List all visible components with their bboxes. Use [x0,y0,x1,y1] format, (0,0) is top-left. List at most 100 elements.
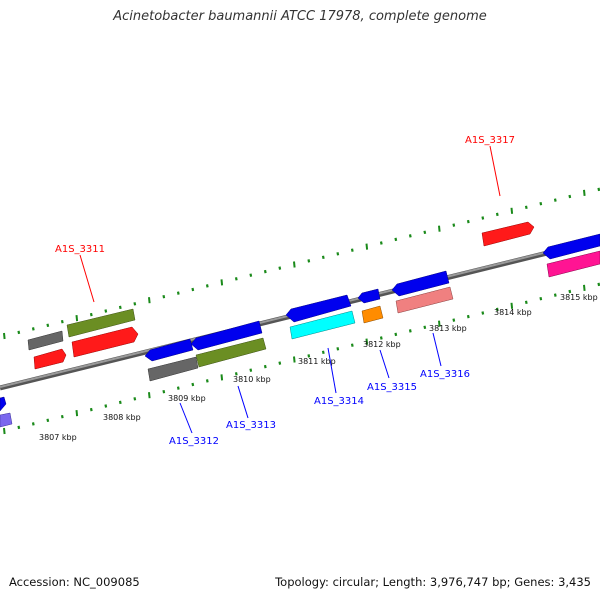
gene-block-blue-a1s-3316[interactable] [391,270,450,297]
inner-ruler-tick [466,314,470,319]
outer-ruler-tick [379,241,383,245]
gene-block-cyan-a1s-3314[interactable] [289,310,356,340]
inner-ruler-tick [205,379,209,383]
outer-ruler-tick [510,207,514,214]
gene-block-olive-a1s-3313[interactable] [195,337,267,368]
inner-ruler-tick [17,425,21,430]
inner-ruler-tick [148,392,151,399]
outer-ruler-tick [350,248,354,252]
inner-ruler-tick [46,418,50,423]
gene-labels: A1S_3311 A1S_3317 A1S_3312 A1S_3313 A1S_3314… [55,135,515,447]
outer-ruler-tick [220,279,224,286]
outer-ruler-tick [408,234,412,238]
ruler-label-3812: 3812 kbp [363,340,401,349]
gene-block-blue-a1s-3315[interactable] [357,288,381,304]
outer-ruler-tick [321,255,325,260]
gene-block-blue-3815[interactable] [542,233,600,260]
inner-ruler-tick [321,350,325,355]
inner-ruler-tick [191,382,195,387]
outer-ruler-tick [3,332,6,340]
inner-ruler-tick [307,354,311,358]
outer-ruler-tick [524,205,528,210]
outer-ruler-tick [31,327,35,331]
outer-ruler-tick [553,198,557,202]
outer-ruler-tick [495,212,499,217]
outer-ruler-tick [466,219,470,224]
ruler-labels: 3807 kbp 3808 kbp 3809 kbp 3810 kbp 3811 kbp… [39,293,598,442]
gene-block-blue-a1s-3313[interactable] [190,320,263,351]
gene-label-a1s-3316[interactable]: A1S_3316 [420,369,470,380]
gene-block-blue-left-edge[interactable] [0,396,7,412]
gene-block-salmon-a1s-3316[interactable] [395,286,454,314]
inner-ruler-tick [583,284,586,291]
inner-ruler-tick [336,347,340,351]
leader-a1s-3312 [179,402,193,434]
map-title: Acinetobacter baumannii ATCC 17978, comp… [113,9,487,24]
inner-ruler-tick [394,332,398,337]
leader-a1s-3314 [327,347,337,394]
inner-ruler-tick [3,427,6,435]
inner-ruler-tick [524,300,528,305]
ruler-label-3815: 3815 kbp [560,293,598,302]
inner-ruler-tick [438,320,441,327]
forward-strand-genes [27,221,535,370]
outer-ruler-tick [336,252,340,256]
gene-label-a1s-3314[interactable]: A1S_3314 [314,396,364,407]
ruler-label-3807: 3807 kbp [39,433,77,442]
outer-ruler-tick [263,269,267,274]
gene-block-gray[interactable] [27,330,64,351]
topology-stats-text: Topology: circular; Length: 3,976,747 bp… [275,575,591,589]
outer-ruler-tick [148,297,151,304]
inner-ruler-tick [89,407,93,412]
gene-block-blue-a1s-3314[interactable] [285,294,352,323]
gene-block-gray-a1s-3312[interactable] [147,356,199,382]
inner-ruler-tick [539,296,543,301]
gene-block-magenta-3815[interactable] [546,250,600,278]
gene-label-a1s-3313[interactable]: A1S_3313 [226,420,276,431]
outer-ruler-tick [176,291,180,295]
inner-ruler-tick [278,361,282,365]
inner-tick-ruler [3,282,600,435]
inner-ruler-tick [408,329,412,333]
ruler-label-3814: 3814 kbp [494,308,532,317]
inner-ruler-tick [31,422,35,426]
ruler-label-3808: 3808 kbp [103,413,141,422]
gene-block-blue-3809[interactable] [144,338,194,362]
inner-ruler-tick [510,302,514,309]
gene-block-red-a1s-3317[interactable] [481,221,535,247]
gene-label-a1s-3317[interactable]: A1S_3317 [465,135,515,146]
gene-block-orange-a1s-3315[interactable] [361,305,384,324]
gene-label-a1s-3312[interactable]: A1S_3312 [169,436,219,447]
outer-ruler-tick [89,312,93,317]
gene-block-olive-a1s-3311[interactable] [66,308,136,338]
outer-ruler-tick [539,201,543,206]
inner-ruler-tick [365,338,369,345]
leader-a1s-3311 [79,254,95,303]
outer-ruler-tick [293,261,296,268]
outer-ruler-tick [597,187,600,192]
inner-ruler-tick [350,343,354,347]
inner-ruler-tick [553,293,557,297]
inner-ruler-tick [597,282,600,287]
label-leader-lines [79,145,501,434]
leader-a1s-3317 [489,145,501,197]
inner-ruler-tick [249,368,253,372]
outer-ruler-tick [278,266,282,270]
outer-ruler-tick [191,287,195,292]
gene-label-a1s-3311[interactable]: A1S_3311 [55,244,105,255]
outer-ruler-tick [162,294,166,299]
gene-label-a1s-3315[interactable]: A1S_3315 [367,382,417,393]
outer-ruler-tick [394,237,398,242]
outer-ruler-tick [481,216,485,220]
inner-ruler-tick [293,356,296,363]
gene-block-purple-left-edge[interactable] [0,412,13,428]
inner-ruler-tick [481,311,485,315]
outer-ruler-tick [249,273,253,277]
inner-ruler-tick [263,364,267,369]
inner-ruler-tick [495,307,499,312]
ruler-label-3813: 3813 kbp [429,324,467,333]
inner-ruler-tick [220,374,224,381]
gene-block-red[interactable] [33,348,67,370]
gene-block-red-long[interactable] [71,326,139,358]
